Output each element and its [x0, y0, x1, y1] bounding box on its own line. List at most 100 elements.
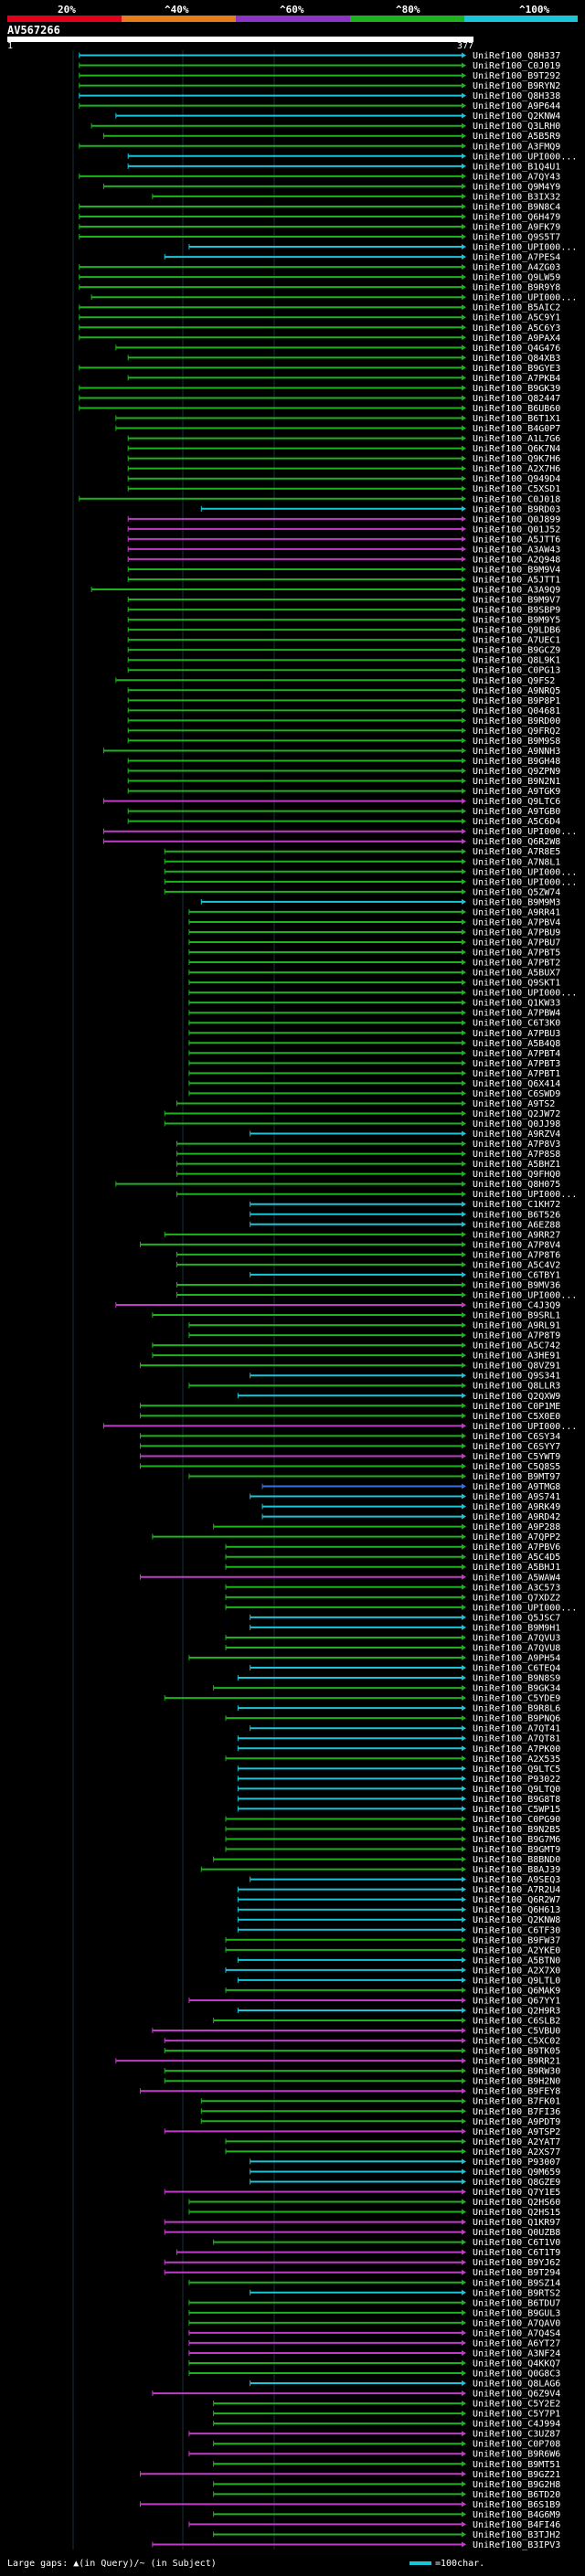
- hit-label[interactable]: UniRef100_B3TJH2: [473, 2530, 560, 2540]
- hit-label[interactable]: UniRef100_A9TS2: [473, 1099, 555, 1109]
- hit-label[interactable]: UniRef100_A7QVU3: [473, 1633, 560, 1643]
- hit-label[interactable]: UniRef100_B9N2B5: [473, 1825, 560, 1835]
- hit-label[interactable]: UniRef100_Q2HS15: [473, 2208, 560, 2218]
- hit-label[interactable]: UniRef100_A2Q948: [473, 555, 560, 565]
- hit-label[interactable]: UniRef100_A1L7G6: [473, 434, 560, 444]
- hit-label[interactable]: UniRef100_Q2H9R3: [473, 2006, 560, 2016]
- hit-label[interactable]: UniRef100_B5AIC2: [473, 303, 560, 313]
- hit-label[interactable]: UniRef100_Q8H337: [473, 51, 560, 61]
- hit-label[interactable]: UniRef100_B9G8T8: [473, 1795, 560, 1805]
- hit-label[interactable]: UniRef100_C5VBU0: [473, 2027, 560, 2037]
- hit-label[interactable]: UniRef100_B8AJ39: [473, 1865, 560, 1875]
- hit-label[interactable]: UniRef100_B9FW37: [473, 1935, 560, 1945]
- hit-label[interactable]: UniRef100_C6SLB2: [473, 2017, 560, 2027]
- hit-label[interactable]: UniRef100_Q9M4Y9: [473, 182, 560, 192]
- hit-label[interactable]: UniRef100_B7FK01: [473, 2097, 560, 2107]
- hit-label[interactable]: UniRef100_B9M9Y5: [473, 616, 560, 626]
- hit-label[interactable]: UniRef100_Q9LTL0: [473, 1976, 560, 1986]
- hit-label[interactable]: UniRef100_B9N8S9: [473, 1674, 560, 1684]
- hit-label[interactable]: UniRef100_Q9SKT1: [473, 979, 560, 989]
- hit-label[interactable]: UniRef100_P93022: [473, 1775, 560, 1785]
- hit-label[interactable]: UniRef100_Q9FHQ0: [473, 1170, 560, 1180]
- hit-label[interactable]: UniRef100_A9RR41: [473, 907, 560, 917]
- hit-label[interactable]: UniRef100_A7P8V4: [473, 1240, 560, 1250]
- hit-label[interactable]: UniRef100_A7P8T9: [473, 1331, 560, 1341]
- hit-label[interactable]: UniRef100_Q0J899: [473, 514, 560, 525]
- hit-label[interactable]: UniRef100_UPI000...: [473, 1603, 577, 1613]
- hit-label[interactable]: UniRef100_A3A9Q9: [473, 586, 560, 596]
- hit-label[interactable]: UniRef100_Q9LTC6: [473, 797, 560, 807]
- hit-label[interactable]: UniRef100_A2YKE0: [473, 1945, 560, 1956]
- hit-label[interactable]: UniRef100_A7PBT1: [473, 1069, 560, 1079]
- hit-label[interactable]: UniRef100_B9RD03: [473, 504, 560, 514]
- hit-label[interactable]: UniRef100_A7P8T6: [473, 1250, 560, 1260]
- hit-label[interactable]: UniRef100_B6UB60: [473, 404, 560, 414]
- hit-label[interactable]: UniRef100_C0P708: [473, 2440, 560, 2450]
- hit-label[interactable]: UniRef100_Q67YY1: [473, 1996, 560, 2006]
- hit-label[interactable]: UniRef100_A5C742: [473, 1341, 560, 1352]
- hit-label[interactable]: UniRef100_A5C6Y3: [473, 323, 560, 334]
- hit-label[interactable]: UniRef100_UPI000...: [473, 1290, 577, 1300]
- hit-label[interactable]: UniRef100_C4J3Q9: [473, 1301, 560, 1311]
- hit-label[interactable]: UniRef100_Q1KR97: [473, 2218, 560, 2228]
- hit-label[interactable]: UniRef100_C3UZ87: [473, 2430, 560, 2440]
- hit-label[interactable]: UniRef100_A3AW43: [473, 545, 560, 555]
- hit-label[interactable]: UniRef100_B9PNQ6: [473, 1714, 560, 1724]
- hit-label[interactable]: UniRef100_B9R6W6: [473, 2450, 560, 2460]
- hit-label[interactable]: UniRef100_A7PBT4: [473, 1049, 560, 1059]
- hit-label[interactable]: UniRef100_Q04681: [473, 706, 560, 716]
- hit-label[interactable]: UniRef100_Q9FRQ2: [473, 726, 560, 737]
- hit-label[interactable]: UniRef100_Q8VZ91: [473, 1362, 560, 1372]
- hit-label[interactable]: UniRef100_B9GZ21: [473, 2470, 560, 2480]
- hit-label[interactable]: UniRef100_B6TD20: [473, 2490, 560, 2500]
- hit-label[interactable]: UniRef100_A7QT81: [473, 1734, 560, 1744]
- hit-label[interactable]: UniRef100_C6TEQ4: [473, 1664, 560, 1674]
- hit-label[interactable]: UniRef100_C5Q8S5: [473, 1462, 560, 1472]
- hit-label[interactable]: UniRef100_UPI000...: [473, 1190, 577, 1200]
- hit-label[interactable]: UniRef100_B9GK34: [473, 1684, 560, 1694]
- hit-label[interactable]: UniRef100_A7QVU8: [473, 1643, 560, 1653]
- hit-label[interactable]: UniRef100_C1KH72: [473, 1200, 560, 1210]
- hit-label[interactable]: UniRef100_C5Y7P1: [473, 2410, 560, 2420]
- hit-label[interactable]: UniRef100_Q01J52: [473, 525, 560, 535]
- hit-label[interactable]: UniRef100_A5BHZ1: [473, 1160, 560, 1170]
- hit-label[interactable]: UniRef100_Q5ZW74: [473, 887, 560, 897]
- hit-label[interactable]: UniRef100_A5BHJ1: [473, 1563, 560, 1573]
- hit-label[interactable]: UniRef100_A9P288: [473, 1522, 560, 1532]
- hit-label[interactable]: UniRef100_C5YWT9: [473, 1452, 560, 1462]
- hit-label[interactable]: UniRef100_UPI000...: [473, 243, 577, 253]
- hit-label[interactable]: UniRef100_C4J994: [473, 2420, 560, 2430]
- hit-label[interactable]: UniRef100_A9RR27: [473, 1230, 560, 1240]
- hit-label[interactable]: UniRef100_B9M9H1: [473, 1623, 560, 1633]
- hit-label[interactable]: UniRef100_A7PBT5: [473, 949, 560, 959]
- hit-label[interactable]: UniRef100_A9PH54: [473, 1654, 560, 1664]
- hit-label[interactable]: UniRef100_C5YDE9: [473, 1694, 560, 1704]
- hit-label[interactable]: UniRef100_A9PAX4: [473, 334, 560, 344]
- hit-label[interactable]: UniRef100_Q8LAG6: [473, 2380, 560, 2390]
- hit-label[interactable]: UniRef100_A9RK49: [473, 1502, 560, 1512]
- hit-label[interactable]: UniRef100_A5WAW4: [473, 1573, 560, 1583]
- hit-label[interactable]: UniRef100_Q949D4: [473, 474, 560, 484]
- hit-label[interactable]: UniRef100_Q6R2W7: [473, 1895, 560, 1905]
- hit-label[interactable]: UniRef100_A7QY43: [473, 172, 560, 182]
- hit-label[interactable]: UniRef100_Q8H075: [473, 1180, 560, 1190]
- hit-label[interactable]: UniRef100_A2X535: [473, 1754, 560, 1765]
- hit-label[interactable]: UniRef100_Q6MAK9: [473, 1986, 560, 1996]
- hit-label[interactable]: UniRef100_C6SY34: [473, 1432, 560, 1442]
- hit-label[interactable]: UniRef100_B9GCZ9: [473, 646, 560, 656]
- hit-label[interactable]: UniRef100_B9MT97: [473, 1472, 560, 1482]
- hit-label[interactable]: UniRef100_Q82447: [473, 394, 560, 404]
- hit-label[interactable]: UniRef100_B9P8P1: [473, 696, 560, 706]
- hit-label[interactable]: UniRef100_UPI000...: [473, 877, 577, 887]
- hit-label[interactable]: UniRef100_C0P1ME: [473, 1402, 560, 1412]
- hit-label[interactable]: UniRef100_C6T1T9: [473, 2248, 560, 2258]
- hit-label[interactable]: UniRef100_A9SEQ3: [473, 1875, 560, 1885]
- hit-label[interactable]: UniRef100_Q4G476: [473, 344, 560, 354]
- hit-label[interactable]: UniRef100_A7PK00: [473, 1744, 560, 1754]
- hit-label[interactable]: UniRef100_C0PG13: [473, 666, 560, 676]
- hit-label[interactable]: UniRef100_Q0G8C3: [473, 2369, 560, 2380]
- hit-label[interactable]: UniRef100_A7R2U4: [473, 1885, 560, 1895]
- hit-label[interactable]: UniRef100_A9FK79: [473, 222, 560, 232]
- hit-label[interactable]: UniRef100_B9H2N0: [473, 2077, 560, 2087]
- hit-label[interactable]: UniRef100_B6T526: [473, 1210, 560, 1220]
